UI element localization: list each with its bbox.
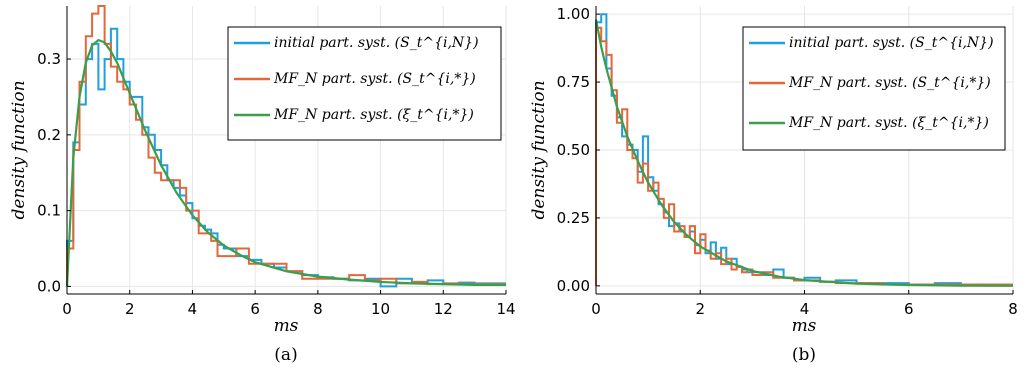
y-tick-label: 1.00 — [557, 5, 590, 23]
legend-box-a — [227, 26, 502, 141]
series-line-2 — [66, 5, 506, 287]
y-axis-label-a: density function — [9, 80, 29, 219]
y-tick-label: 0.00 — [557, 277, 590, 295]
x-tick-label: 12 — [434, 300, 453, 318]
x-ticks-a: 0 2 4 6 8 10 12 14 — [62, 290, 516, 318]
y-tick-label: 0.0 — [37, 277, 61, 295]
x-tick-label: 10 — [371, 300, 390, 318]
x-axis-label-b: ms — [792, 316, 817, 336]
legend-label-2: MF_N part. syst. (S_t^{i,*}) — [273, 71, 476, 87]
legend-a: initial part. syst. (S_t^{i,N}) MF_N part… — [227, 26, 502, 141]
series-group-b — [594, 13, 1014, 287]
x-tick-label: 0 — [591, 300, 601, 318]
y-axis-label-b: density function — [529, 80, 549, 219]
x-axis-label-a: ms — [274, 316, 299, 336]
y-tick-label: 0.1 — [37, 202, 61, 220]
legend-b: initial part. syst. (S_t^{i,N}) MF_N part… — [742, 26, 1006, 151]
x-tick-label: 2 — [695, 300, 705, 318]
series-group-a — [65, 5, 506, 288]
y-ticks-b: 0.00 0.25 0.50 0.75 1.00 — [557, 5, 600, 295]
panel-b: 0 2 4 6 8 0.00 0.25 0.50 0.75 1.00 ms density fu… — [529, 5, 1018, 365]
y-tick-label: 0.50 — [557, 141, 590, 159]
legend-label-2: MF_N part. syst. (S_t^{i,*}) — [788, 75, 991, 91]
x-tick-label: 4 — [188, 300, 198, 318]
legend-box-b — [742, 26, 1006, 151]
x-tick-label: 8 — [1008, 300, 1018, 318]
x-tick-label: 2 — [125, 300, 135, 318]
y-tick-label: 0.3 — [37, 50, 61, 68]
y-tick-label: 0.2 — [37, 126, 61, 144]
subtitle-b: (b) — [792, 345, 816, 365]
x-tick-label: 6 — [904, 300, 914, 318]
legend-label-3: MF_N part. syst. (ξ_t^{i,*}) — [788, 115, 989, 131]
y-ticks-a: 0.0 0.1 0.2 0.3 — [37, 50, 71, 295]
legend-label-1: initial part. syst. (S_t^{i,N}) — [789, 35, 994, 51]
x-tick-label: 6 — [250, 300, 260, 318]
legend-label-1: initial part. syst. (S_t^{i,N}) — [274, 35, 479, 51]
series-line-3 — [594, 19, 1014, 287]
x-tick-label: 4 — [800, 300, 810, 318]
subtitle-a: (a) — [274, 345, 297, 365]
x-tick-label: 8 — [313, 300, 323, 318]
x-ticks-b: 0 2 4 6 8 — [591, 290, 1018, 318]
legend-label-3: MF_N part. syst. (ξ_t^{i,*}) — [273, 107, 474, 123]
x-tick-label: 14 — [496, 300, 515, 318]
y-tick-label: 0.25 — [557, 209, 590, 227]
series-line-3 — [65, 38, 506, 287]
panel-a: 0 2 4 6 8 10 12 14 0.0 0.1 0.2 0.3 ms density func… — [9, 5, 516, 365]
x-tick-label: 0 — [62, 300, 72, 318]
y-tick-label: 0.75 — [557, 73, 590, 91]
